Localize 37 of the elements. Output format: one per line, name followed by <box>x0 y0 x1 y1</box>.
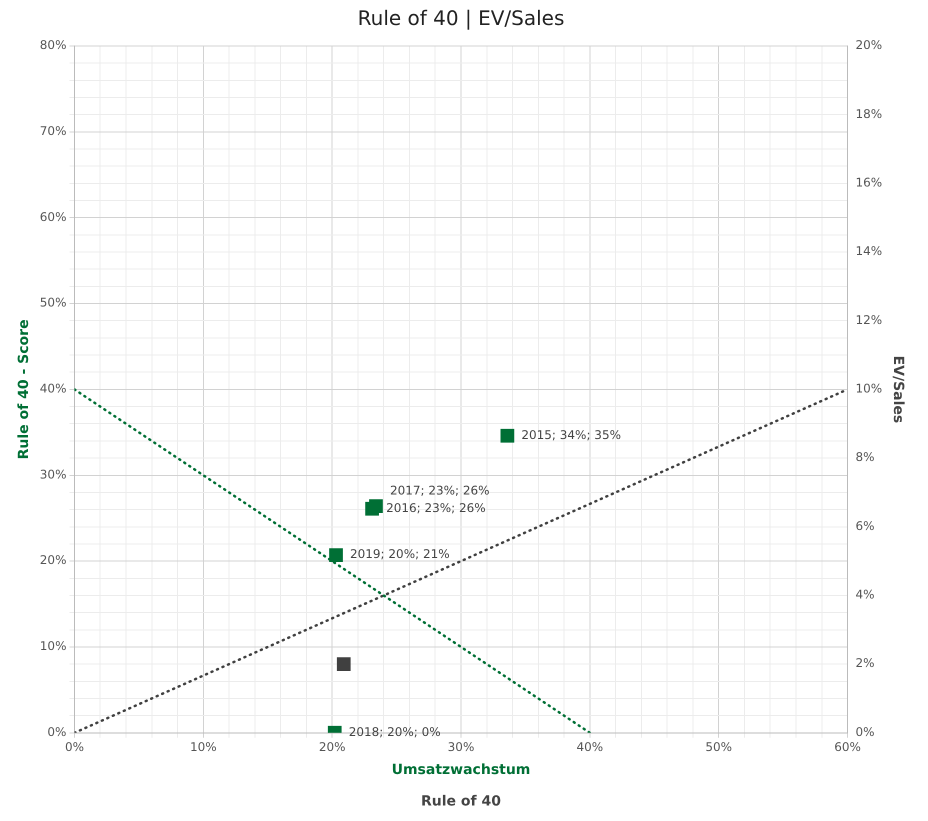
y-tick-label: 10% <box>40 639 66 654</box>
y2-tick-label: 8% <box>856 450 875 464</box>
y-tick-label: 0% <box>47 724 66 739</box>
y2-tick-label: 10% <box>856 382 882 396</box>
data-label: 2015; 34%; 35% <box>521 428 621 442</box>
y2-tick-label: 16% <box>856 175 882 190</box>
y2-tick-label: 12% <box>856 312 882 327</box>
data-label: 2019; 20%; 21% <box>350 547 450 562</box>
y2-tick-label: 18% <box>856 106 882 121</box>
y2-tick-label: 4% <box>856 588 875 602</box>
x-axis-title: Umsatzwachstum <box>392 762 530 778</box>
x-tick-label: 60% <box>834 740 861 754</box>
y-tick-label: 60% <box>40 210 66 224</box>
text: Rule of 40 <box>421 794 502 810</box>
data-label: 2017; 23%; 26% <box>390 483 490 498</box>
y2-tick-label: 2% <box>856 656 875 670</box>
y-tick-label: 50% <box>40 296 66 310</box>
data-label: 2018; 20%; 0% <box>348 724 441 739</box>
x-tick-label: 50% <box>705 740 732 754</box>
y2-tick-label: 20% <box>856 38 882 52</box>
y-tick-label: 80% <box>40 38 66 52</box>
y-tick-label: 40% <box>40 382 66 396</box>
chart-title: Rule of 40 | EV/Sales <box>358 6 564 30</box>
y2-tick-label: 14% <box>856 244 882 258</box>
y2-tick-label: 0% <box>856 724 875 739</box>
y-axis-title: Rule of 40 - Score <box>16 319 32 460</box>
x-tick-label: 10% <box>190 740 217 754</box>
y-tick-label: 70% <box>40 124 66 138</box>
x-tick-label: 0% <box>64 740 84 754</box>
y-tick-label: 20% <box>40 553 66 568</box>
y2-tick-label: 6% <box>856 518 875 533</box>
y-tick-label: 30% <box>40 467 66 482</box>
x-tick-label: 30% <box>448 740 474 754</box>
data-label: 2016; 23%; 26% <box>386 500 486 515</box>
x-tick-label: 40% <box>576 740 604 754</box>
y2-axis-title: EV/Sales <box>890 356 906 424</box>
x-tick-label: 20% <box>318 740 346 754</box>
